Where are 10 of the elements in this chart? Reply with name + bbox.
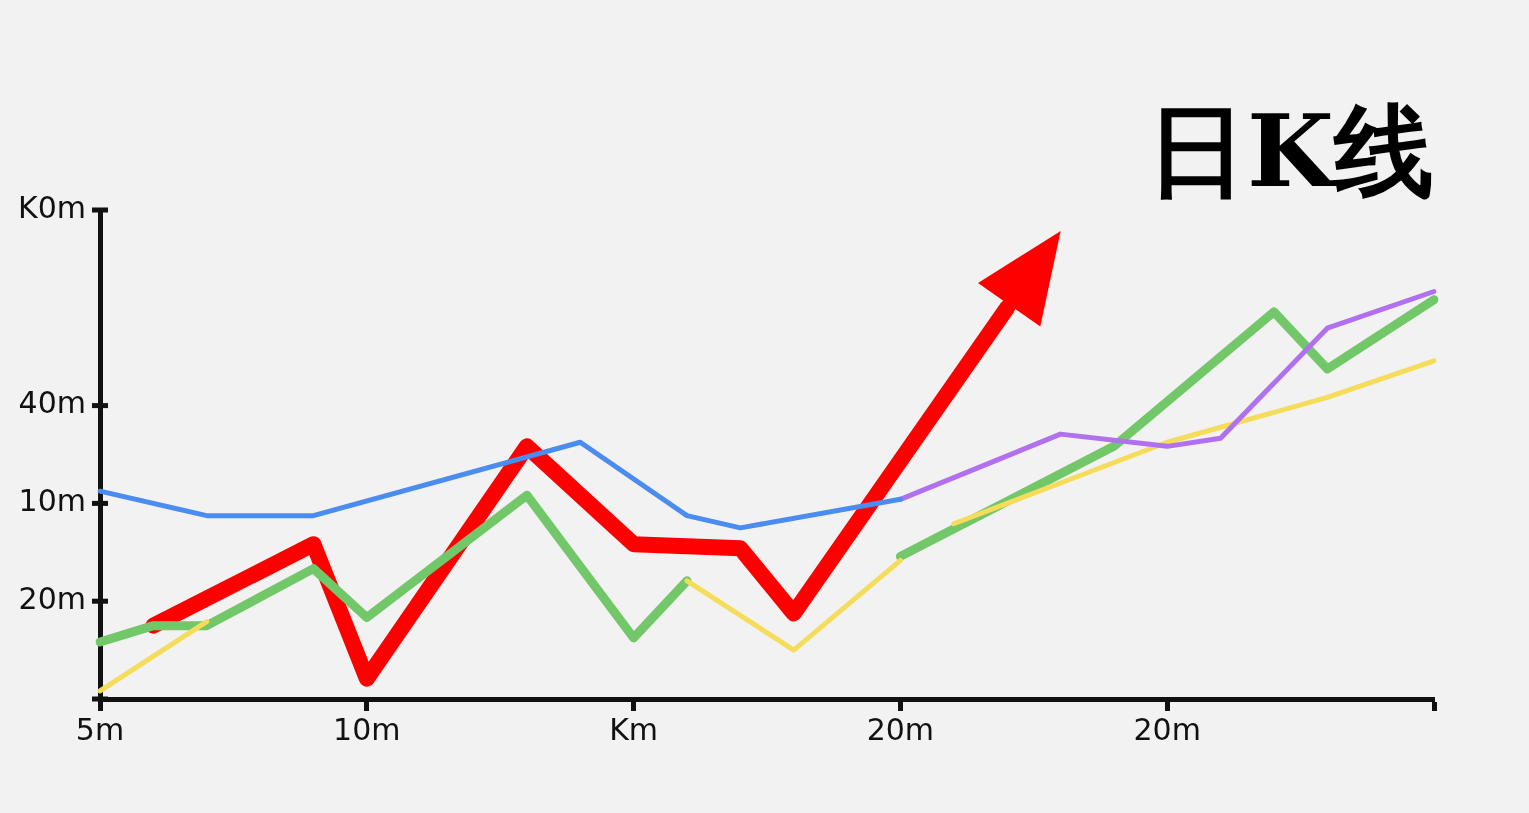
- x-tick-label: 20m: [1133, 711, 1201, 747]
- chart-title: 日K线: [1147, 91, 1434, 210]
- text: 20m: [18, 581, 86, 616]
- text: K0m: [18, 189, 86, 225]
- x-tick-label: 10m: [333, 711, 401, 747]
- x-tick-label: Km: [609, 711, 659, 747]
- x-tick-label: 5m: [75, 711, 125, 747]
- text: 10m: [18, 483, 86, 519]
- x-tick-label: 20m: [866, 711, 935, 747]
- text: 40m: [18, 385, 86, 421]
